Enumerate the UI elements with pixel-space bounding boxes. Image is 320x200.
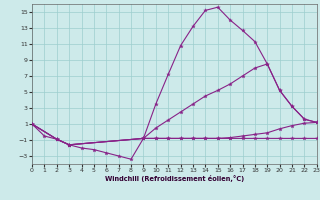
X-axis label: Windchill (Refroidissement éolien,°C): Windchill (Refroidissement éolien,°C) <box>105 175 244 182</box>
